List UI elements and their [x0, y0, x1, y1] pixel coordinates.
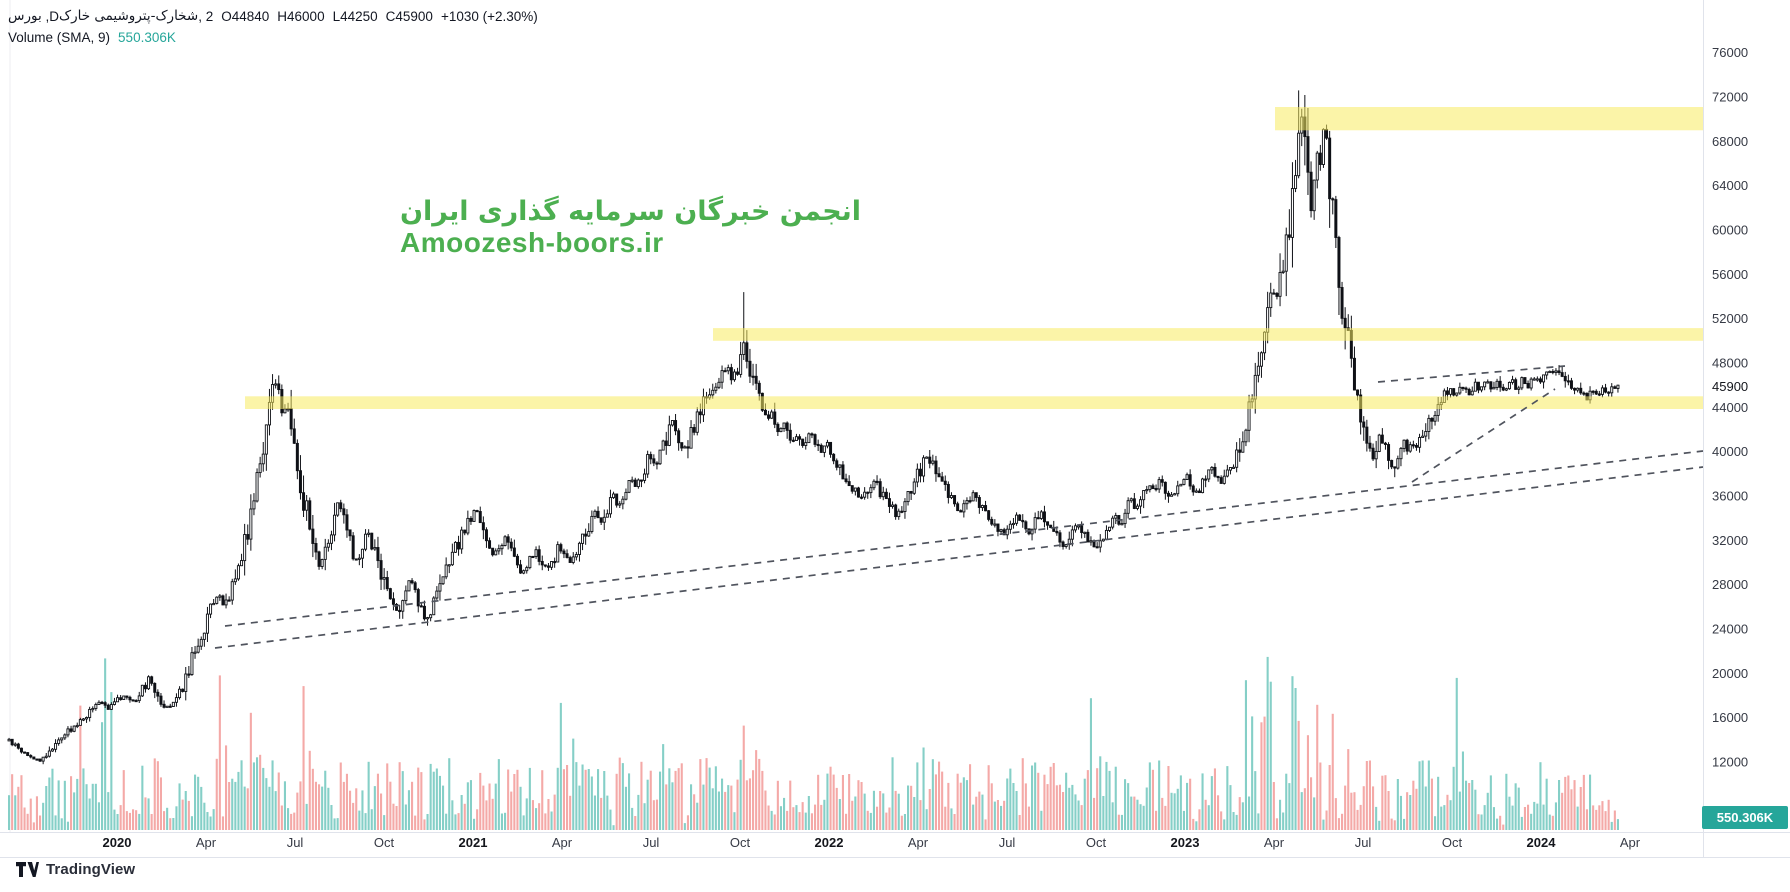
svg-text:72000: 72000 — [1712, 90, 1748, 105]
dashed-trendline — [224, 450, 1704, 627]
volume-series — [8, 656, 1619, 830]
volume-indicator-label: Volume (SMA, 9) — [8, 30, 111, 45]
ohlc-open: O44840 — [221, 8, 270, 24]
svg-text:16000: 16000 — [1712, 710, 1748, 725]
svg-text:Apr: Apr — [1264, 835, 1285, 850]
svg-text:Jul: Jul — [643, 835, 660, 850]
symbol-title-row[interactable]: بورس ,D شخارک-پتروشیمی خارک, 2 O44840 H46… — [8, 8, 538, 24]
svg-text:2023: 2023 — [1171, 835, 1200, 850]
svg-text:Jul: Jul — [999, 835, 1016, 850]
support-resistance-zone — [245, 396, 1703, 409]
svg-text:64000: 64000 — [1712, 178, 1748, 193]
time-axis: 2020 Apr Jul Oct 2021 Apr Jul Oct 2022 Apr Jul Oct 2… — [103, 835, 1641, 850]
svg-text:2021: 2021 — [459, 835, 488, 850]
svg-text:52000: 52000 — [1712, 311, 1748, 326]
svg-text:Oct: Oct — [1442, 835, 1463, 850]
svg-text:Apr: Apr — [552, 835, 573, 850]
svg-text:Jul: Jul — [287, 835, 304, 850]
volume-indicator-row[interactable]: Volume (SMA, 9) 550.306K — [8, 30, 538, 45]
tradingview-logo-icon — [16, 862, 39, 877]
watermark: انجمن خبرگان سرمایه گذاری ایران Amoozesh… — [400, 196, 861, 259]
svg-text:20000: 20000 — [1712, 666, 1748, 681]
svg-text:2024: 2024 — [1527, 835, 1557, 850]
svg-text:Jul: Jul — [1355, 835, 1372, 850]
svg-text:Oct: Oct — [374, 835, 395, 850]
svg-text:56000: 56000 — [1712, 267, 1748, 282]
svg-text:40000: 40000 — [1712, 444, 1748, 459]
svg-text:60000: 60000 — [1712, 223, 1748, 238]
svg-text:2022: 2022 — [815, 835, 844, 850]
svg-text:32000: 32000 — [1712, 533, 1748, 548]
ohlc-change: +1030 (+2.30%) — [440, 8, 538, 24]
svg-text:76000: 76000 — [1712, 45, 1748, 60]
svg-text:24000: 24000 — [1712, 622, 1748, 637]
symbol-suffix: , 2 — [198, 8, 214, 24]
candle-series — [7, 90, 1620, 765]
dashed-trendline — [214, 466, 1704, 649]
dashed-trendline — [1377, 365, 1566, 383]
svg-text:Apr: Apr — [1620, 835, 1641, 850]
exchange-label: بورس — [8, 8, 42, 24]
volume-indicator-value: 550.306K — [118, 30, 176, 45]
support-resistance-zone — [713, 328, 1703, 341]
watermark-line-en: Amoozesh-boors.ir — [400, 227, 664, 259]
price-axis: 76000 72000 68000 64000 60000 56000 52000 48000… — [1712, 45, 1748, 769]
svg-text:44000: 44000 — [1712, 400, 1748, 415]
ohlc-low: L44250 — [332, 8, 378, 24]
svg-text:Oct: Oct — [1086, 835, 1107, 850]
svg-text:48000: 48000 — [1712, 356, 1748, 371]
footer-brand[interactable]: TradingView — [16, 861, 135, 878]
watermark-line-fa: انجمن خبرگان سرمایه گذاری ایران — [400, 196, 862, 227]
legend: بورس ,D شخارک-پتروشیمی خارک, 2 O44840 H46… — [8, 8, 538, 45]
svg-text:Apr: Apr — [908, 835, 929, 850]
volume-axis-badge: 550.306K — [1702, 806, 1788, 829]
svg-text:12000: 12000 — [1712, 755, 1748, 770]
svg-text:2020: 2020 — [103, 835, 132, 850]
ohlc-high: H46000 — [277, 8, 325, 24]
support-resistance-zone — [1275, 107, 1703, 131]
svg-text:Apr: Apr — [196, 835, 217, 850]
dashed-trendline — [1411, 388, 1556, 483]
symbol-name: شخارک-پتروشیمی خارک — [59, 8, 199, 24]
ohlc-close: C45900 — [385, 8, 433, 24]
svg-text:28000: 28000 — [1712, 577, 1748, 592]
svg-text:68000: 68000 — [1712, 134, 1748, 149]
interval-label: ,D — [41, 8, 59, 24]
svg-text:36000: 36000 — [1712, 489, 1748, 504]
svg-text:Oct: Oct — [730, 835, 751, 850]
svg-text:45900: 45900 — [1712, 379, 1748, 394]
tradingview-brand-text: TradingView — [46, 861, 136, 878]
